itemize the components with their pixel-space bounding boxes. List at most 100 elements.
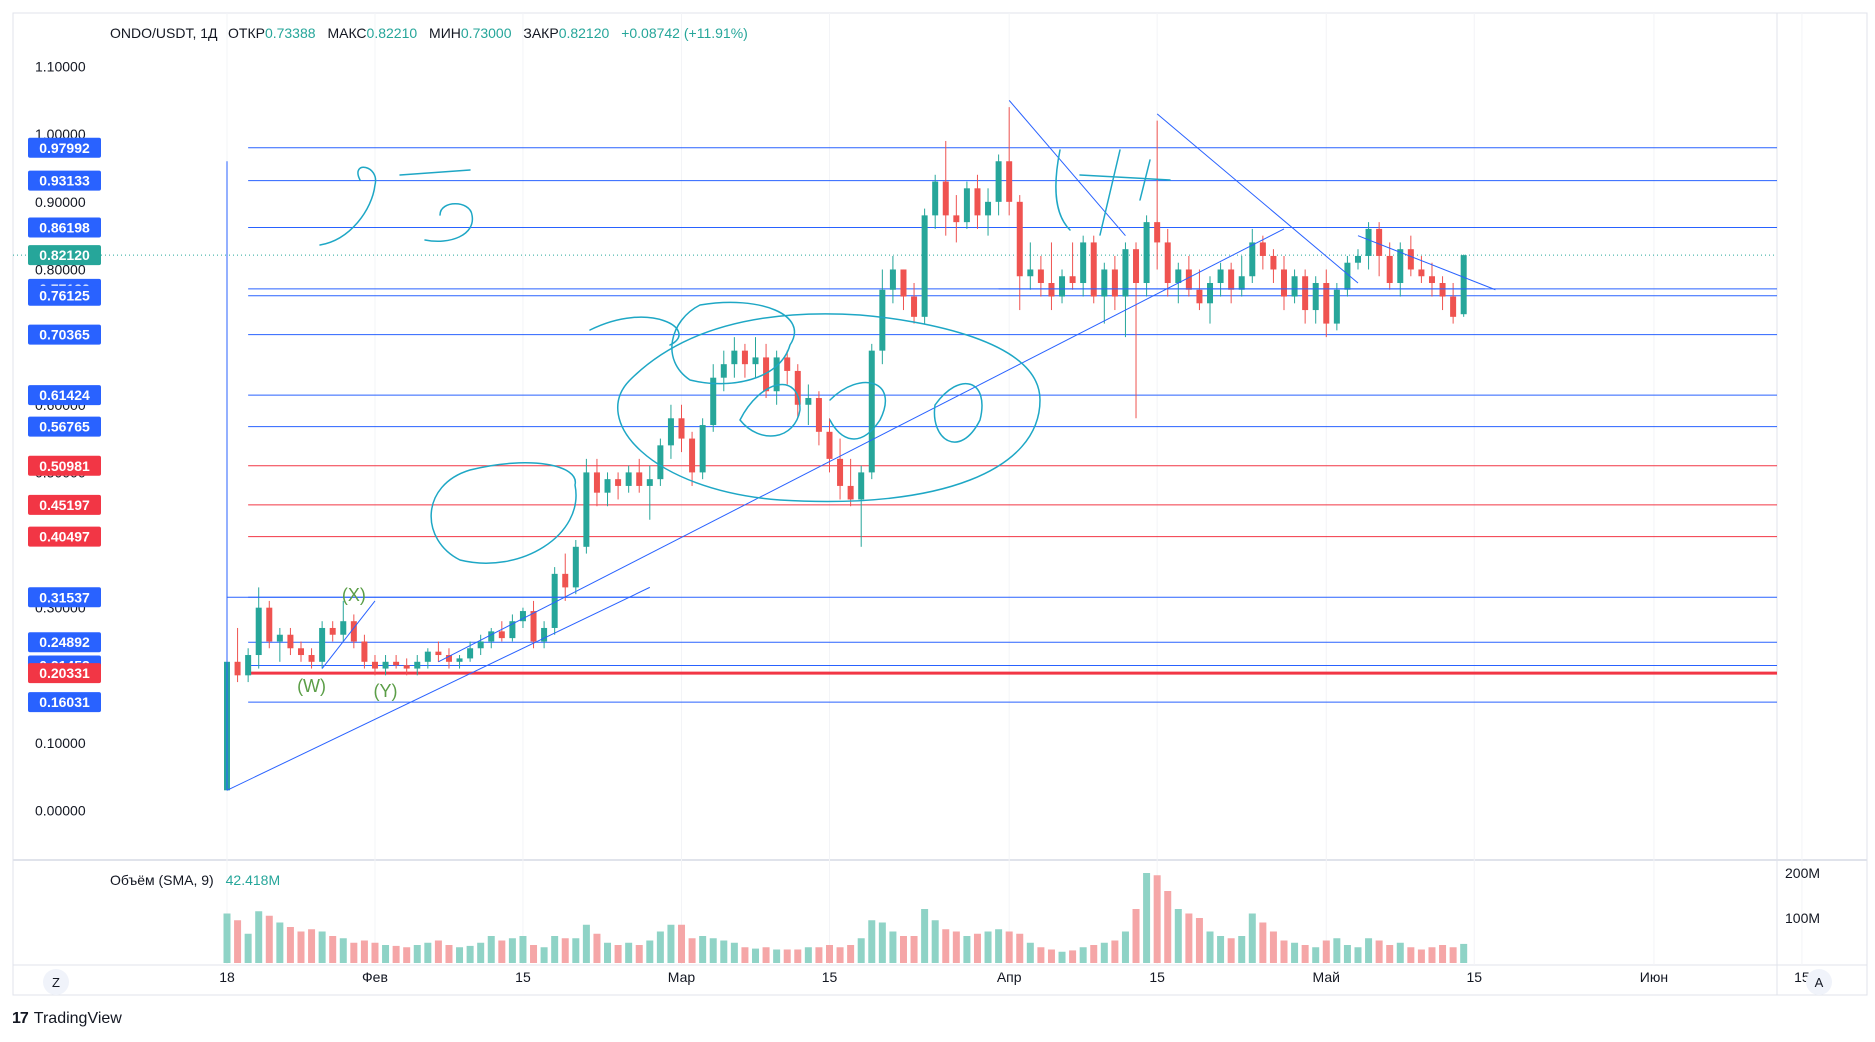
candle[interactable]: [689, 431, 696, 486]
candle[interactable]: [1365, 222, 1372, 270]
price-level-label[interactable]: 0.97992: [28, 137, 101, 158]
circle-annotation[interactable]: [617, 313, 1041, 503]
price-level-label[interactable]: 0.61424: [28, 385, 101, 406]
candle[interactable]: [1154, 120, 1161, 270]
candle[interactable]: [985, 188, 992, 236]
candle[interactable]: [1122, 242, 1129, 338]
candle[interactable]: [995, 154, 1002, 216]
candle[interactable]: [467, 641, 474, 662]
candle[interactable]: [784, 350, 791, 385]
candle[interactable]: [657, 438, 664, 486]
candle[interactable]: [1217, 262, 1224, 297]
candle[interactable]: [1164, 228, 1171, 297]
candle[interactable]: [889, 255, 896, 304]
candle[interactable]: [699, 418, 706, 480]
price-level-label[interactable]: 0.24892: [28, 632, 101, 653]
candle[interactable]: [1069, 242, 1076, 290]
candle[interactable]: [1037, 255, 1044, 297]
handwritten-15-plus[interactable]: [1055, 149, 1171, 236]
candle[interactable]: [678, 404, 685, 453]
candle[interactable]: [1080, 235, 1087, 297]
price-level-label[interactable]: 0.20331: [28, 663, 101, 684]
candle[interactable]: [1185, 255, 1192, 297]
candle[interactable]: [1048, 242, 1055, 311]
candle[interactable]: [667, 404, 674, 459]
candle[interactable]: [1333, 283, 1340, 331]
candle[interactable]: [1238, 255, 1245, 297]
candle[interactable]: [625, 465, 632, 493]
candle[interactable]: [953, 195, 960, 243]
candle[interactable]: [1344, 255, 1351, 297]
price-level-label[interactable]: 0.50981: [28, 455, 101, 476]
candle[interactable]: [1143, 215, 1150, 297]
candle[interactable]: [414, 655, 421, 676]
rising-trend-line[interactable]: [438, 228, 1285, 663]
candle[interactable]: [1439, 276, 1446, 311]
candle[interactable]: [1270, 249, 1277, 284]
price-level-label[interactable]: 0.56765: [28, 416, 101, 437]
candle[interactable]: [752, 337, 759, 378]
candle[interactable]: [826, 418, 833, 473]
candle[interactable]: [509, 614, 516, 642]
price-level-label[interactable]: 0.31537: [28, 587, 101, 608]
candle[interactable]: [287, 627, 294, 656]
candle[interactable]: [1302, 269, 1309, 324]
candle[interactable]: [593, 458, 600, 507]
candle[interactable]: [572, 540, 579, 595]
candle[interactable]: [1323, 269, 1330, 338]
candle[interactable]: [805, 384, 812, 426]
candle[interactable]: [1101, 262, 1108, 324]
projection-arrow[interactable]: [321, 600, 376, 669]
candle[interactable]: [488, 627, 495, 649]
candle[interactable]: [773, 350, 780, 405]
candle[interactable]: [456, 655, 463, 669]
candle[interactable]: [530, 600, 537, 649]
descending-trend-line[interactable]: [1156, 113, 1359, 284]
candle[interactable]: [1397, 242, 1404, 297]
timezone-toggle-button[interactable]: Z: [43, 969, 69, 995]
candle[interactable]: [1111, 255, 1118, 311]
candle[interactable]: [371, 655, 378, 676]
price-level-label[interactable]: 0.40497: [28, 526, 101, 547]
candle[interactable]: [1460, 254, 1467, 317]
candle[interactable]: [541, 621, 548, 649]
candle[interactable]: [646, 465, 653, 520]
candle[interactable]: [794, 364, 801, 419]
candle[interactable]: [266, 600, 273, 649]
symbol-title[interactable]: ONDO/USDT, 1Д: [110, 25, 218, 41]
handwritten-scribble[interactable]: [589, 316, 680, 346]
candle[interactable]: [382, 655, 389, 676]
descending-trend-line[interactable]: [1357, 235, 1496, 291]
candle[interactable]: [858, 465, 865, 547]
candle[interactable]: [900, 269, 907, 311]
candle[interactable]: [445, 648, 452, 669]
candle[interactable]: [1059, 269, 1066, 304]
price-level-label[interactable]: 0.82120: [28, 245, 101, 266]
descending-trend-line[interactable]: [1008, 100, 1126, 236]
candle[interactable]: [636, 458, 643, 493]
candle[interactable]: [245, 648, 252, 683]
candle[interactable]: [1027, 242, 1034, 290]
candle[interactable]: [435, 641, 442, 662]
candle[interactable]: [308, 648, 315, 669]
candle[interactable]: [393, 655, 400, 669]
candle[interactable]: [361, 634, 368, 669]
candle[interactable]: [1450, 283, 1457, 324]
candle[interactable]: [868, 343, 875, 480]
candle[interactable]: [1354, 249, 1361, 270]
candle[interactable]: [498, 621, 505, 642]
handwritten-5-5[interactable]: [319, 166, 474, 246]
candle[interactable]: [932, 174, 939, 229]
candle[interactable]: [1207, 276, 1214, 324]
price-level-label[interactable]: 0.70365: [28, 324, 101, 345]
candle[interactable]: [1312, 276, 1319, 324]
candle[interactable]: [974, 174, 981, 229]
handwritten-scribble[interactable]: [739, 381, 983, 443]
price-level-label[interactable]: 0.16031: [28, 692, 101, 713]
candle[interactable]: [615, 472, 622, 500]
candle[interactable]: [340, 600, 347, 642]
circle-annotation[interactable]: [430, 462, 577, 564]
candle[interactable]: [350, 614, 357, 649]
candle[interactable]: [519, 607, 526, 628]
candle[interactable]: [847, 458, 854, 507]
